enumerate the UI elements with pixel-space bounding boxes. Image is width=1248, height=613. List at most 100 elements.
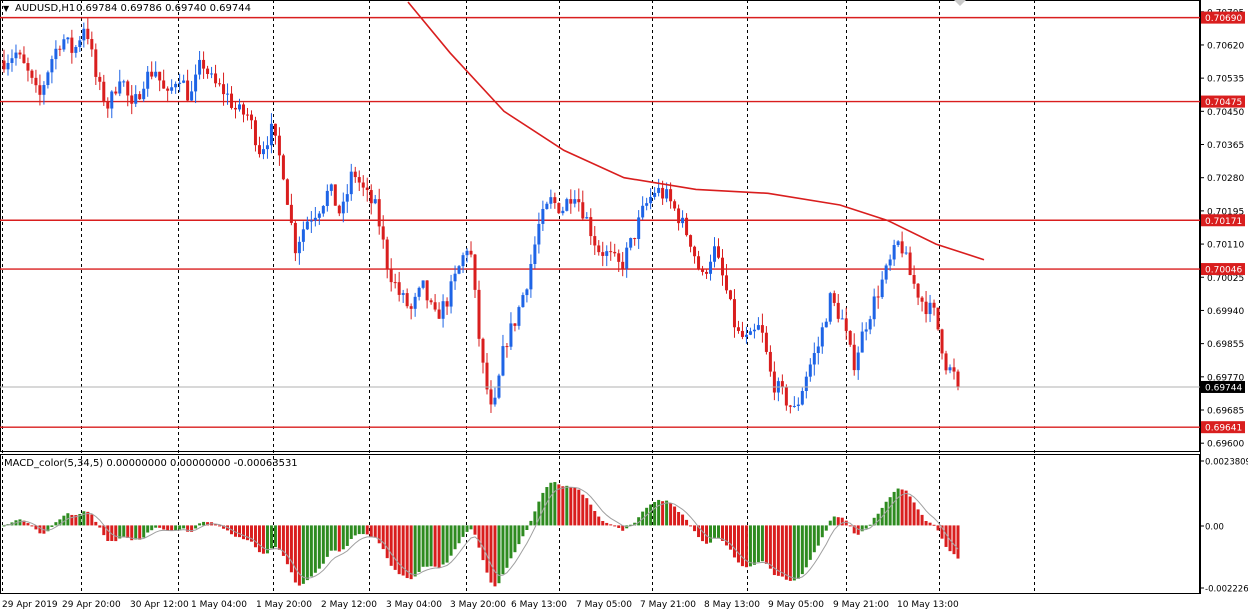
macd-bar bbox=[864, 525, 868, 529]
candle-body bbox=[944, 353, 948, 371]
candle-body bbox=[924, 301, 928, 315]
macd-bar bbox=[728, 525, 732, 550]
level-price-tag bbox=[1201, 263, 1245, 276]
candle-body bbox=[130, 95, 134, 104]
candle-body bbox=[625, 247, 629, 269]
macd-bar bbox=[305, 525, 309, 581]
candle-body bbox=[34, 77, 38, 86]
candle-body bbox=[26, 63, 30, 71]
candle-body bbox=[832, 293, 836, 303]
price-tick-label: 0.70450 bbox=[1207, 108, 1244, 118]
candle-body bbox=[884, 265, 888, 280]
candle-body bbox=[848, 330, 852, 345]
level-price-tag-label: 0.70046 bbox=[1205, 266, 1242, 276]
macd-bar bbox=[469, 525, 473, 530]
candle-body bbox=[253, 120, 257, 146]
candle-body bbox=[649, 196, 653, 204]
macd-bar bbox=[90, 514, 94, 526]
candle-body bbox=[249, 114, 253, 121]
candle-body bbox=[896, 241, 900, 246]
candle-body bbox=[461, 255, 465, 267]
macd-bar bbox=[493, 525, 497, 587]
time-tick-label: 1 May 20:00 bbox=[256, 600, 312, 610]
candle-body bbox=[677, 208, 681, 224]
candle-body bbox=[18, 52, 22, 55]
candle-body bbox=[864, 329, 868, 332]
candle-body bbox=[816, 346, 820, 354]
candle-body bbox=[808, 364, 812, 377]
candle-body bbox=[876, 296, 880, 298]
macd-bar bbox=[589, 504, 593, 526]
time-tick-label: 30 Apr 12:00 bbox=[130, 600, 189, 610]
candle-body bbox=[349, 171, 353, 195]
candle-body bbox=[421, 280, 425, 288]
macd-bar bbox=[537, 501, 541, 526]
candle-body bbox=[920, 297, 924, 302]
macd-bar bbox=[892, 491, 896, 526]
macd-bar bbox=[190, 525, 194, 532]
macd-bar bbox=[541, 492, 545, 526]
macd-bar bbox=[545, 487, 549, 526]
macd-bar bbox=[249, 525, 253, 542]
macd-bar bbox=[353, 525, 357, 536]
macd-bar bbox=[178, 525, 182, 530]
candle-body bbox=[86, 28, 90, 40]
macd-bar bbox=[529, 520, 533, 526]
macd-bar bbox=[744, 525, 748, 568]
macd-bar bbox=[701, 525, 705, 542]
macd-bar bbox=[860, 525, 864, 532]
macd-bar bbox=[908, 496, 912, 526]
macd-bar bbox=[433, 525, 437, 567]
symbol-title: AUDUSD,H1 bbox=[15, 3, 75, 14]
candle-body bbox=[673, 201, 677, 209]
candle-body bbox=[697, 256, 701, 270]
macd-bar bbox=[142, 525, 146, 538]
candle-body bbox=[453, 273, 457, 282]
candle-body bbox=[433, 302, 437, 310]
symbol-dropdown-icon[interactable]: ▼ bbox=[3, 4, 10, 13]
candle-body bbox=[110, 91, 114, 109]
candle-body bbox=[301, 229, 305, 242]
macd-bar bbox=[669, 503, 673, 526]
horizontal-levels[interactable] bbox=[0, 16, 1200, 428]
macd-bar bbox=[760, 525, 764, 562]
candle-body bbox=[337, 205, 341, 214]
macd-bar bbox=[381, 525, 385, 550]
macd-bar bbox=[238, 525, 242, 538]
macd-bar bbox=[293, 525, 297, 583]
macd-bar bbox=[241, 525, 245, 540]
candle-body bbox=[66, 37, 70, 40]
macd-bar bbox=[313, 525, 317, 573]
macd-bar bbox=[812, 525, 816, 553]
candle-body bbox=[553, 197, 557, 204]
candle-body bbox=[661, 187, 665, 199]
candle-body bbox=[74, 47, 78, 53]
macd-bar bbox=[848, 525, 852, 527]
level-price-tag bbox=[1201, 11, 1245, 24]
candle-body bbox=[701, 269, 705, 272]
candle-body bbox=[78, 40, 82, 48]
macd-bar bbox=[900, 489, 904, 526]
macd-bar bbox=[409, 525, 413, 580]
candle-body bbox=[517, 307, 521, 326]
price-tick-label: 0.70365 bbox=[1207, 141, 1244, 151]
macd-bar bbox=[497, 525, 501, 584]
macd-bar bbox=[110, 525, 114, 541]
macd-bar bbox=[397, 525, 401, 575]
macd-bar bbox=[202, 521, 206, 526]
macd-bar bbox=[713, 525, 717, 539]
candle-body bbox=[724, 275, 728, 291]
macd-bar bbox=[138, 525, 142, 540]
macd-bar bbox=[533, 511, 537, 526]
candle-body bbox=[457, 266, 461, 274]
candle-body bbox=[234, 107, 238, 110]
macd-bar bbox=[852, 525, 856, 534]
macd-bar bbox=[198, 523, 202, 526]
macd-bar bbox=[521, 525, 525, 537]
macd-bar bbox=[948, 525, 952, 552]
candle-body bbox=[285, 179, 289, 205]
scroll-shift-marker-icon[interactable] bbox=[954, 0, 966, 6]
candle-body bbox=[313, 217, 317, 221]
candle-body bbox=[952, 367, 956, 372]
